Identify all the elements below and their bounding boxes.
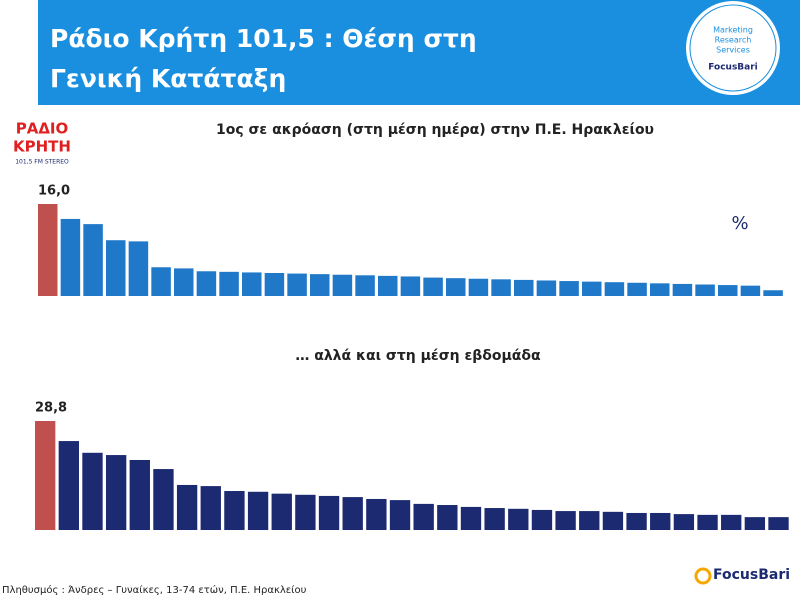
bar: [295, 494, 316, 530]
bar: [423, 277, 443, 296]
footer-logo-icon: [694, 567, 712, 585]
bar: [413, 503, 434, 530]
bar: [763, 290, 783, 296]
bar: [219, 271, 239, 296]
data-label: 28,8: [35, 401, 67, 416]
footer-brand: FocusBari: [713, 567, 790, 583]
bar: [437, 505, 458, 530]
bar: [200, 486, 221, 530]
bar: [129, 459, 150, 530]
bar: [602, 511, 624, 530]
bar: [536, 280, 557, 296]
bar: [196, 271, 217, 296]
bar: [224, 491, 245, 530]
bar: [128, 241, 149, 296]
bar: [151, 267, 171, 296]
bar: [559, 281, 579, 296]
bar: [721, 514, 742, 530]
bar: [287, 273, 307, 296]
title-line: Ράδιο Κρήτη 101,5 : Θέση στη: [50, 24, 477, 53]
logo-circle: [680, 0, 786, 101]
bar: [555, 511, 576, 530]
bar: [35, 421, 56, 530]
bar: [310, 274, 330, 296]
bar: [718, 285, 738, 296]
logo-text: Research: [715, 36, 752, 45]
bar: [491, 279, 511, 296]
logo-text: Marketing: [713, 26, 753, 35]
bar: [400, 276, 421, 296]
data-label: 16,0: [38, 184, 70, 199]
bar: [627, 282, 647, 296]
bar: [650, 283, 670, 296]
bar: [604, 282, 625, 296]
bar: [105, 455, 127, 530]
bar: [460, 506, 482, 530]
station-logo-text: ΡΑΔΙΟ: [16, 120, 69, 138]
bar: [106, 240, 126, 296]
bar: [673, 514, 695, 530]
bar: [332, 274, 353, 296]
station-logo-text: ΚΡΗΤΗ: [13, 138, 71, 156]
bar: [579, 511, 600, 530]
bar: [318, 495, 340, 530]
bar: [60, 218, 81, 296]
bar: [740, 285, 761, 296]
bar: [271, 493, 292, 530]
bar: [242, 272, 262, 296]
bar: [650, 512, 671, 530]
bar: [768, 517, 789, 530]
bar: [446, 278, 466, 296]
bar: [247, 491, 269, 530]
bar: [531, 509, 553, 530]
bar: [744, 517, 766, 530]
header-banner: [38, 0, 800, 105]
bar: [153, 469, 174, 530]
bar: [389, 500, 411, 530]
logo-ring: [689, 4, 777, 92]
bar: [82, 452, 103, 530]
bar: [697, 514, 718, 530]
bar: [626, 512, 647, 530]
bar: [695, 284, 715, 296]
bar: [672, 283, 693, 296]
bar: [83, 224, 103, 296]
bar: [342, 497, 363, 530]
chart-title: 1ος σε ακρόαση (στη μέση ημέρα) στην Π.Ε…: [216, 122, 654, 138]
bar: [468, 278, 489, 296]
station-logo-tagline: 101,5 FM STEREO: [15, 159, 69, 166]
bar: [38, 204, 58, 296]
chart-title: … αλλά και στη μέση εβδομάδα: [295, 348, 541, 364]
bar: [174, 268, 194, 296]
bar: [58, 441, 80, 530]
title-line: Γενική Κατάταξη: [50, 64, 286, 93]
logo-brand: FocusBari: [708, 63, 758, 73]
logo-text: Services: [716, 46, 750, 55]
bar: [264, 273, 285, 296]
bar: [484, 508, 505, 530]
bar: [508, 508, 529, 530]
unit-annotation: %: [731, 213, 748, 234]
bar: [355, 275, 375, 296]
bar: [378, 275, 398, 296]
bar: [582, 281, 602, 296]
bar: [366, 498, 387, 530]
bar: [514, 279, 534, 296]
footer-note: Πληθυσμός : Άνδρες – Γυναίκες, 13-74 ετώ…: [2, 584, 307, 596]
bar: [176, 484, 198, 530]
